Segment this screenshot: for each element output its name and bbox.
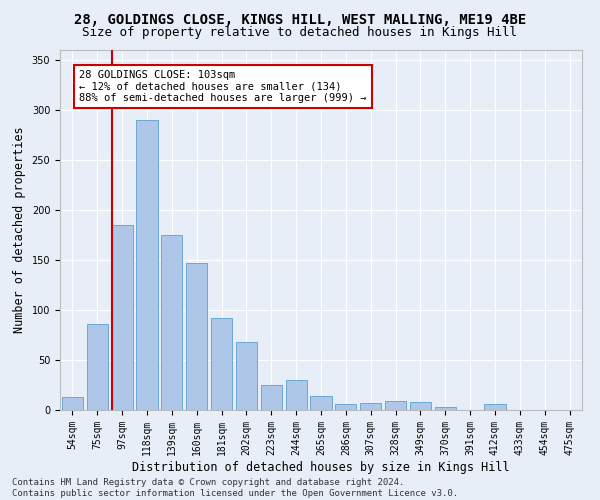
Bar: [410, 402, 431, 410]
Bar: [261, 385, 282, 410]
Bar: [211, 318, 232, 410]
Bar: [87, 324, 108, 410]
Bar: [161, 235, 182, 410]
Text: 28 GOLDINGS CLOSE: 103sqm
← 12% of detached houses are smaller (134)
88% of semi: 28 GOLDINGS CLOSE: 103sqm ← 12% of detac…: [79, 70, 367, 103]
X-axis label: Distribution of detached houses by size in Kings Hill: Distribution of detached houses by size …: [132, 460, 510, 473]
Bar: [435, 407, 456, 410]
Bar: [484, 404, 506, 410]
Bar: [360, 403, 381, 410]
Bar: [310, 396, 332, 410]
Y-axis label: Number of detached properties: Number of detached properties: [13, 126, 26, 334]
Bar: [286, 380, 307, 410]
Bar: [335, 404, 356, 410]
Bar: [236, 342, 257, 410]
Bar: [186, 263, 207, 410]
Bar: [62, 397, 83, 410]
Bar: [136, 120, 158, 410]
Text: Contains HM Land Registry data © Crown copyright and database right 2024.
Contai: Contains HM Land Registry data © Crown c…: [12, 478, 458, 498]
Bar: [385, 401, 406, 410]
Text: Size of property relative to detached houses in Kings Hill: Size of property relative to detached ho…: [83, 26, 517, 39]
Bar: [112, 225, 133, 410]
Text: 28, GOLDINGS CLOSE, KINGS HILL, WEST MALLING, ME19 4BE: 28, GOLDINGS CLOSE, KINGS HILL, WEST MAL…: [74, 12, 526, 26]
